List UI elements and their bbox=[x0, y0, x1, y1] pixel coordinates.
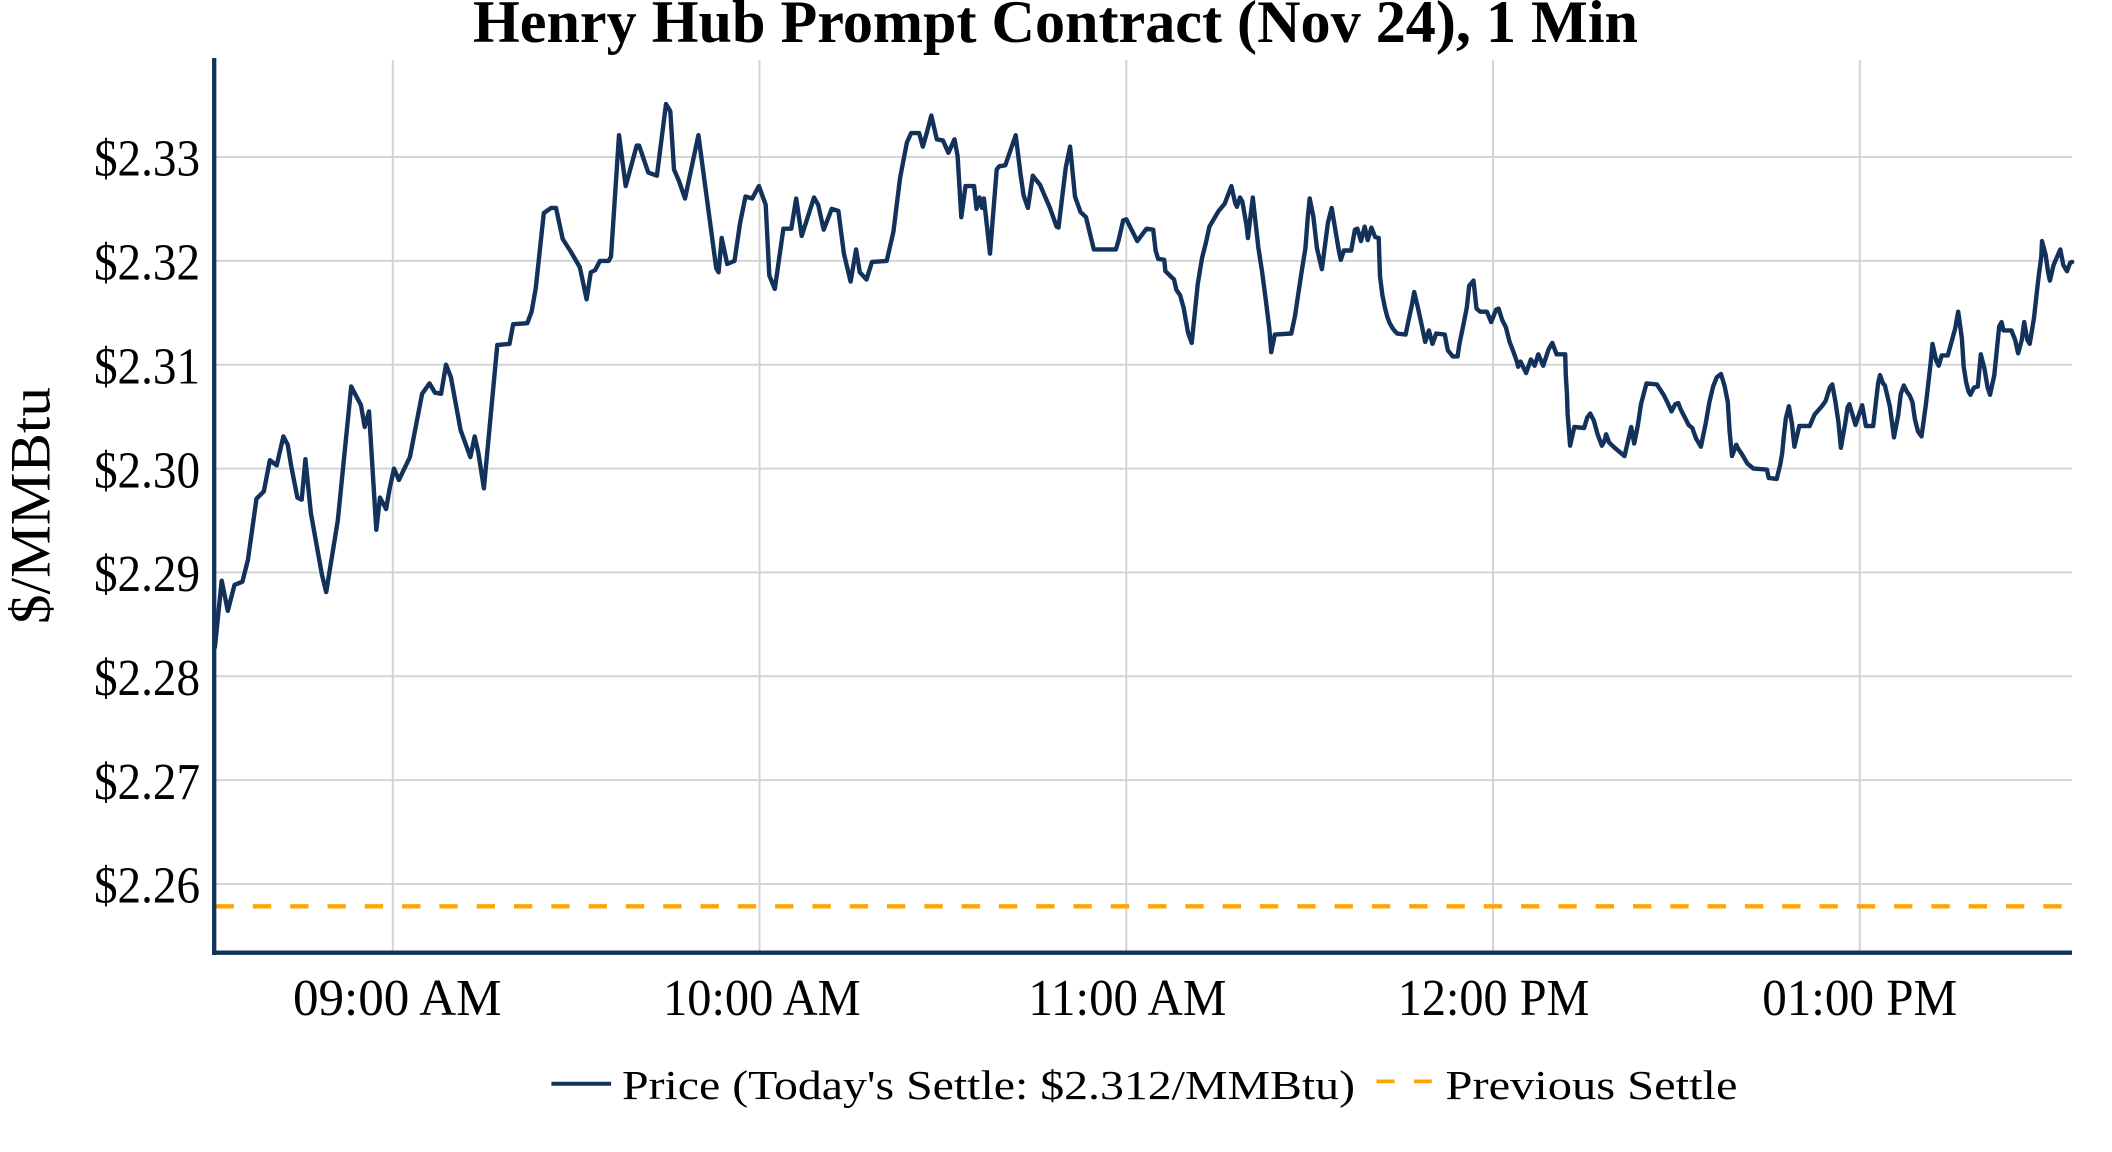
svg-text:11:00 AM: 11:00 AM bbox=[1028, 970, 1226, 1027]
svg-text:$2.28: $2.28 bbox=[94, 650, 200, 707]
svg-text:$2.32: $2.32 bbox=[94, 235, 200, 292]
svg-text:$2.26: $2.26 bbox=[94, 858, 200, 915]
svg-text:$/MMBtu: $/MMBtu bbox=[0, 387, 63, 624]
svg-text:12:00 PM: 12:00 PM bbox=[1398, 970, 1590, 1027]
svg-text:$2.31: $2.31 bbox=[94, 338, 200, 395]
svg-text:$2.29: $2.29 bbox=[94, 546, 200, 603]
svg-text:Price (Today's Settle: $2.312/: Price (Today's Settle: $2.312/MMBtu) bbox=[622, 1062, 1355, 1108]
svg-text:Previous Settle: Previous Settle bbox=[1446, 1062, 1738, 1108]
svg-text:01:00 PM: 01:00 PM bbox=[1762, 970, 1957, 1027]
svg-text:$2.33: $2.33 bbox=[94, 131, 200, 188]
svg-text:$2.30: $2.30 bbox=[94, 442, 200, 499]
svg-text:10:00 AM: 10:00 AM bbox=[663, 970, 861, 1027]
svg-text:09:00 AM: 09:00 AM bbox=[293, 970, 502, 1027]
svg-text:Henry Hub Prompt Contract (Nov: Henry Hub Prompt Contract (Nov 24), 1 Mi… bbox=[473, 0, 1638, 55]
svg-text:$2.27: $2.27 bbox=[94, 754, 200, 811]
